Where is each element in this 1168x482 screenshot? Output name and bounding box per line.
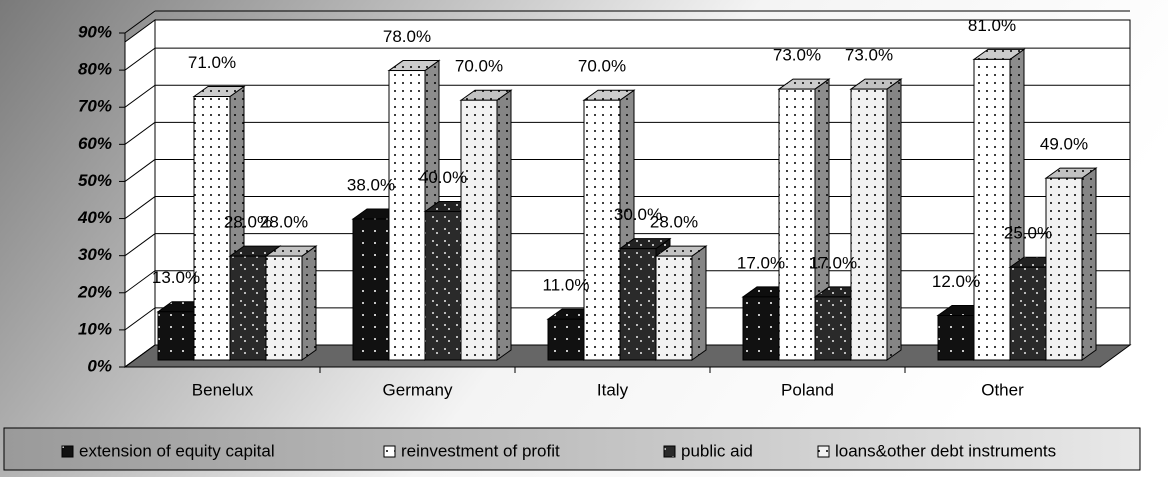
grid-line <box>124 344 156 368</box>
bar-side <box>1081 167 1097 361</box>
bar <box>352 218 390 361</box>
grid-line <box>124 270 156 294</box>
bar <box>1009 266 1047 361</box>
y-tick-label: 40% <box>77 208 112 227</box>
y-tick-label: 20% <box>77 282 112 301</box>
bar <box>547 318 585 361</box>
bar <box>619 248 657 361</box>
bar <box>937 314 975 361</box>
bar <box>1045 177 1083 361</box>
data-label: 17.0% <box>737 253 785 272</box>
x-tick-label: Benelux <box>192 380 254 399</box>
data-label: 28.0% <box>260 213 308 232</box>
y-tick-label: 10% <box>78 319 112 338</box>
grid-line <box>124 121 156 145</box>
data-label: 25.0% <box>1004 224 1052 243</box>
bar <box>850 88 888 361</box>
legend-swatch <box>61 445 74 458</box>
data-label: 71.0% <box>188 53 236 72</box>
data-label: 70.0% <box>455 57 503 76</box>
y-tick-label: 80% <box>78 60 112 79</box>
bar <box>814 296 852 361</box>
data-label: 17.0% <box>809 253 857 272</box>
bar <box>778 88 816 361</box>
data-label: 28.0% <box>650 213 698 232</box>
x-tick-label: Italy <box>597 380 629 399</box>
side-wall <box>124 19 156 368</box>
legend-label: extension of equity capital <box>79 441 275 460</box>
bar <box>742 296 780 361</box>
y-tick-label: 30% <box>78 245 112 264</box>
y-tick-label: 0% <box>87 356 112 375</box>
data-label: 78.0% <box>383 27 431 46</box>
data-label: 13.0% <box>152 268 200 287</box>
x-tick-label: Other <box>981 380 1024 399</box>
x-tick-label: Poland <box>781 380 834 399</box>
grid-line <box>124 159 156 182</box>
bar <box>157 311 195 361</box>
legend-swatch <box>383 445 396 458</box>
data-label: 12.0% <box>932 272 980 291</box>
data-label: 49.0% <box>1040 135 1088 154</box>
bar <box>583 99 621 361</box>
bar <box>460 99 498 361</box>
legend-label: public aid <box>681 441 753 460</box>
grid-line <box>124 47 156 71</box>
bar <box>655 255 693 361</box>
bar <box>265 255 303 361</box>
bar <box>193 96 231 361</box>
bar <box>973 58 1011 361</box>
grid-line <box>124 233 156 257</box>
grid-line <box>124 196 156 219</box>
grid-line <box>124 307 156 331</box>
legend-label: loans&other debt instruments <box>835 441 1056 460</box>
bar <box>424 211 462 361</box>
bar-side <box>496 89 512 361</box>
x-tick-label: Germany <box>383 380 453 399</box>
data-label: 73.0% <box>845 46 893 65</box>
bar <box>229 255 267 361</box>
grid-line <box>124 10 156 34</box>
data-label: 40.0% <box>419 168 467 187</box>
grid-line <box>124 84 156 108</box>
data-label: 38.0% <box>347 175 395 194</box>
bar <box>388 70 426 361</box>
data-label: 28.0% <box>224 213 272 232</box>
y-tick-label: 60% <box>78 134 112 153</box>
bar-side <box>886 78 902 361</box>
data-label: 30.0% <box>614 205 662 224</box>
legend-label: reinvestment of profit <box>401 441 560 460</box>
bar-side <box>691 245 707 361</box>
legend-box <box>3 427 1141 471</box>
bar-side <box>301 245 317 361</box>
legend-swatch <box>663 445 676 458</box>
data-label: 73.0% <box>773 46 821 65</box>
y-tick-label: 90% <box>78 22 112 41</box>
data-label: 70.0% <box>578 57 626 76</box>
y-tick-label: 70% <box>78 97 112 116</box>
data-label: 11.0% <box>543 276 590 295</box>
legend-swatch <box>817 445 830 458</box>
y-tick-label: 50% <box>78 171 112 190</box>
data-label: 81.0% <box>968 16 1016 35</box>
